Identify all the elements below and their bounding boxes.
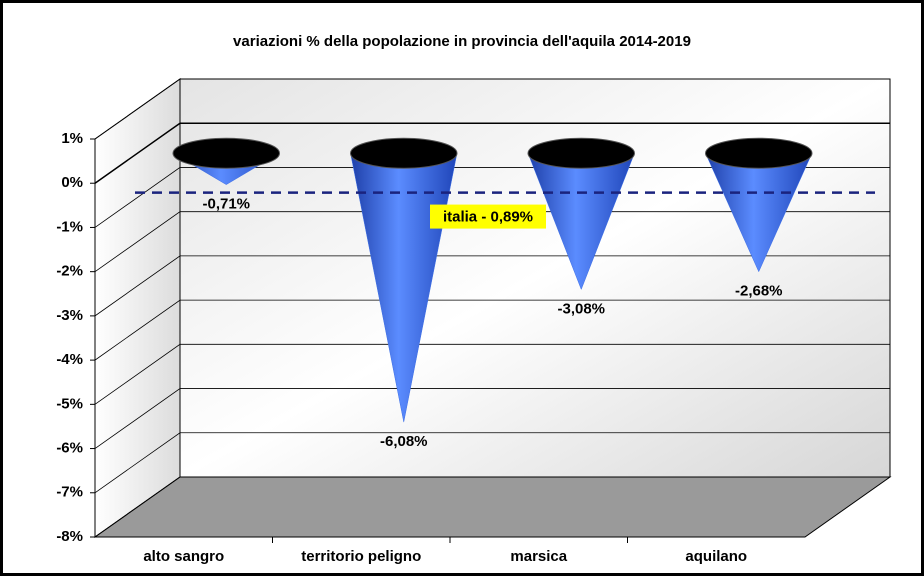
side-wall xyxy=(94,78,181,538)
data-label: -0,71% xyxy=(202,196,250,213)
y-tick-label: 0% xyxy=(61,174,83,191)
y-tick-label: -2% xyxy=(56,263,83,280)
reference-label-box xyxy=(430,204,546,229)
data-label: -3,08% xyxy=(557,300,605,317)
grid-line xyxy=(94,211,890,272)
chart-title: variazioni % della popolazione in provin… xyxy=(233,33,691,50)
cone-top xyxy=(172,137,280,169)
reference-label: italia - 0,89% xyxy=(443,209,533,226)
grid-line xyxy=(94,78,890,140)
cone-top xyxy=(527,137,635,169)
grid-line xyxy=(94,167,890,228)
x-tick-label: marsica xyxy=(510,548,567,565)
zero-line xyxy=(94,122,890,184)
grid-line xyxy=(94,299,890,361)
x-tick-label: territorio peligno xyxy=(301,548,421,565)
grid-line xyxy=(94,476,890,538)
back-wall xyxy=(179,78,891,478)
y-tick-label: -3% xyxy=(56,307,83,324)
cone-top xyxy=(705,137,813,169)
y-tick-label: -1% xyxy=(56,218,83,235)
x-tick-label: aquilano xyxy=(685,548,747,565)
data-label: -6,08% xyxy=(380,433,428,450)
grid-line xyxy=(94,255,890,317)
cone-top xyxy=(350,137,458,169)
y-tick-label: -8% xyxy=(56,528,83,545)
data-label: -2,68% xyxy=(735,283,783,300)
x-tick-label: alto sangro xyxy=(143,548,224,565)
y-tick-label: -6% xyxy=(56,440,83,457)
y-tick-label: -5% xyxy=(56,395,83,412)
grid-line xyxy=(94,343,890,405)
y-tick-label: -4% xyxy=(56,351,83,368)
grid-line xyxy=(94,388,890,449)
y-tick-label: -7% xyxy=(56,484,83,501)
floor xyxy=(93,476,892,538)
grid-line xyxy=(94,432,890,494)
y-tick-label: 1% xyxy=(61,130,83,147)
